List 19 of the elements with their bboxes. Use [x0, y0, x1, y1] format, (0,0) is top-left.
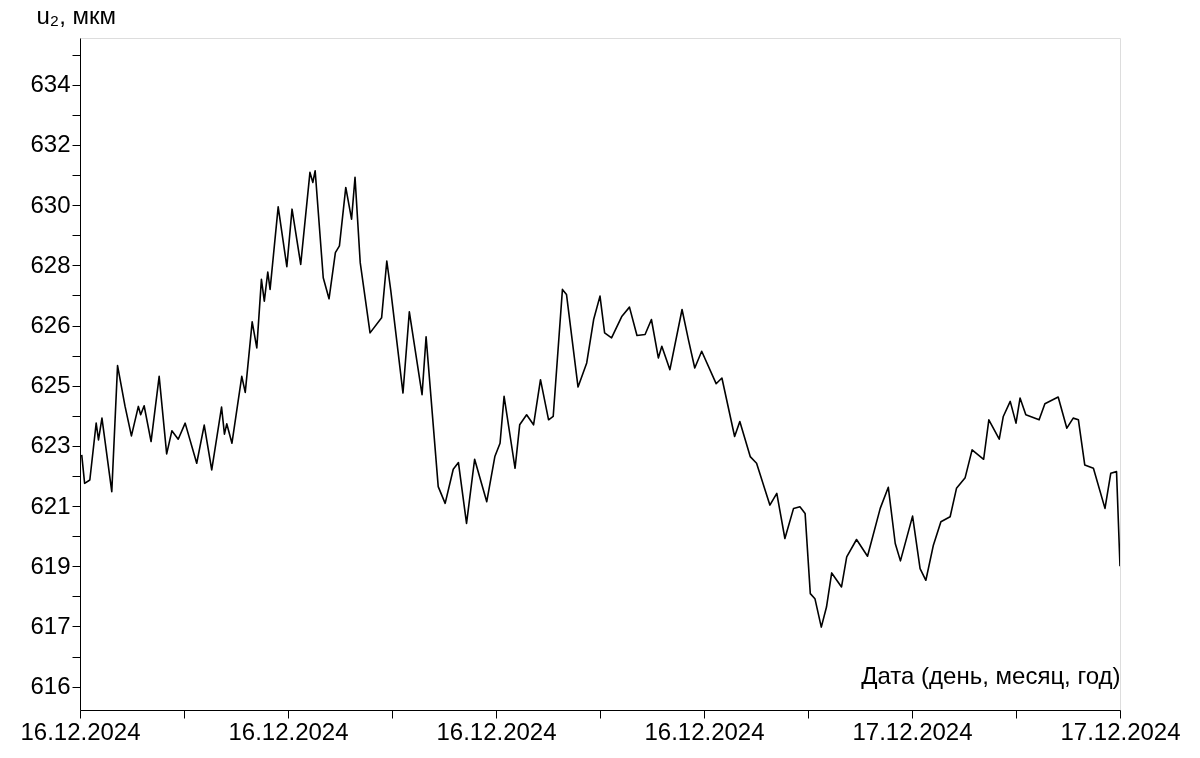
y-tick-label: 623	[30, 431, 71, 459]
x-tick-label: 17.12.2024	[852, 717, 973, 745]
y-tick-label: 634	[30, 70, 71, 98]
y-tick-label: 616	[30, 672, 71, 700]
y-tick-label: 621	[30, 491, 71, 519]
x-axis-title: Дата (день, месяц, год)	[861, 661, 1121, 689]
y-tick-label: 626	[30, 311, 71, 339]
x-tick-label: 17.12.2024	[1060, 717, 1181, 745]
y-tick-label: 628	[30, 250, 71, 278]
y-tick-label: 619	[30, 551, 71, 579]
x-tick-label: 16.12.2024	[436, 717, 557, 745]
x-tick-label: 16.12.2024	[228, 717, 349, 745]
y-axis-title: u₂, мкм	[36, 1, 116, 29]
y-tick-label: 617	[30, 611, 71, 639]
y-tick-label: 632	[30, 130, 71, 158]
x-tick-label: 16.12.2024	[20, 717, 141, 745]
y-tick-label: 630	[30, 190, 71, 218]
y-tick-label: 625	[30, 371, 71, 399]
x-tick-label: 16.12.2024	[644, 717, 765, 745]
